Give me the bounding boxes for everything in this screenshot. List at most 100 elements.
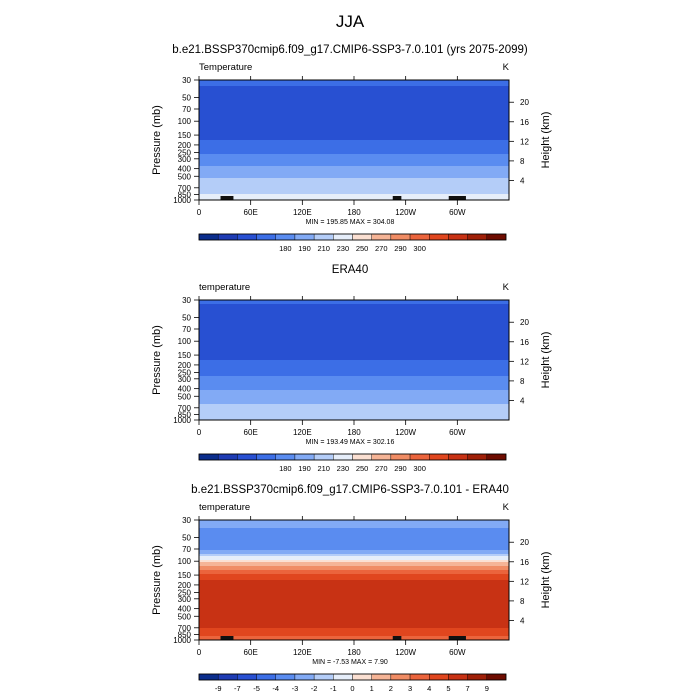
band [199,120,509,123]
band [199,530,509,533]
band [199,402,509,405]
colorbar-label: 9 [485,684,489,693]
band [199,352,509,355]
y-tick-label: 850 [178,410,192,419]
band [199,96,509,99]
band [199,328,509,331]
colorbar-swatch [237,453,257,461]
colorbar-label: 250 [356,464,369,473]
colorbar-swatch [198,673,219,681]
y-tick-label: 70 [182,105,191,114]
colorbar-label: -1 [330,684,337,693]
colorbar-frame [198,233,507,241]
topography [220,196,234,200]
band [199,638,509,640]
band [199,610,509,613]
colorbar-label: 230 [337,464,350,473]
band [199,606,509,609]
band [199,152,509,155]
band [199,130,509,133]
field-label: temperature [199,282,250,293]
band [199,546,509,549]
band [199,574,509,577]
colorbar-label: 250 [356,244,369,253]
band [199,182,509,185]
colorbar-swatch [313,453,334,461]
band [199,628,509,631]
colorbar-label: -5 [253,684,260,693]
y-tick-label: 30 [182,516,191,525]
panels: b.e21.BSSP370cmip6.f09_g17.CMIP6-SSP3-7.… [151,44,552,693]
band [199,624,509,627]
y-tick-label: 50 [182,533,191,542]
y-right-tick-label: 12 [520,137,529,146]
colorbar-swatch [275,453,296,461]
colorbar-swatch [237,233,257,241]
colorbar-swatch [448,233,468,241]
y-right-tick-label: 4 [520,396,525,405]
colorbar-label: -4 [272,684,279,693]
y-axis-title: Pressure (mb) [151,325,163,395]
band [199,388,509,391]
band [199,544,509,547]
y-tick-label: 30 [182,76,191,85]
colorbar-swatch [429,673,449,681]
band [199,632,509,635]
band [199,614,509,617]
contour-field [199,80,509,200]
y-tick-label: 70 [182,325,191,334]
y-tick-label: 400 [178,605,192,614]
colorbar-swatch [333,673,353,681]
band [199,612,509,615]
band [199,160,509,163]
colorbar-swatch [371,453,392,461]
y-tick-label: 300 [178,375,192,384]
band [199,126,509,129]
colorbar-swatch [486,673,507,681]
y-right-tick-label: 12 [520,577,529,586]
y-tick-label: 700 [178,404,192,413]
band [199,588,509,591]
band [199,80,509,83]
contour-field [199,300,509,420]
band [199,170,509,173]
panel-1: b.e21.BSSP370cmip6.f09_g17.CMIP6-SSP3-7.… [151,44,552,253]
band [199,166,509,169]
band [199,412,509,415]
figure-title: JJA [336,12,365,31]
y-tick-label: 500 [178,392,192,401]
band [199,598,509,601]
band [199,522,509,525]
y-tick-label: 100 [178,337,192,346]
y-right-tick-label: 16 [520,558,529,567]
band [199,384,509,387]
band [199,580,509,583]
y-right-tick-label: 20 [520,318,529,327]
band [199,538,509,541]
band [199,372,509,375]
colorbar-swatch [371,673,392,681]
colorbar-swatch [390,453,411,461]
y-tick-label: 300 [178,595,192,604]
topography [448,196,466,200]
colorbar-label: 180 [279,244,292,253]
band [199,156,509,159]
band [199,390,509,393]
band [199,622,509,625]
band [199,370,509,373]
colorbar-label: 1 [370,684,374,693]
band [199,602,509,605]
colorbar-label: 3 [408,684,412,693]
band [199,398,509,401]
band [199,316,509,319]
y-tick-label: 30 [182,296,191,305]
band [199,198,509,200]
colorbar-swatch [333,233,353,241]
colorbar-swatch [198,233,219,241]
colorbar-label: 290 [394,244,407,253]
x-tick-label: 0 [197,648,202,657]
y-tick-label: 50 [182,313,191,322]
colorbar-swatch [352,453,372,461]
colorbar-label: 210 [317,464,330,473]
